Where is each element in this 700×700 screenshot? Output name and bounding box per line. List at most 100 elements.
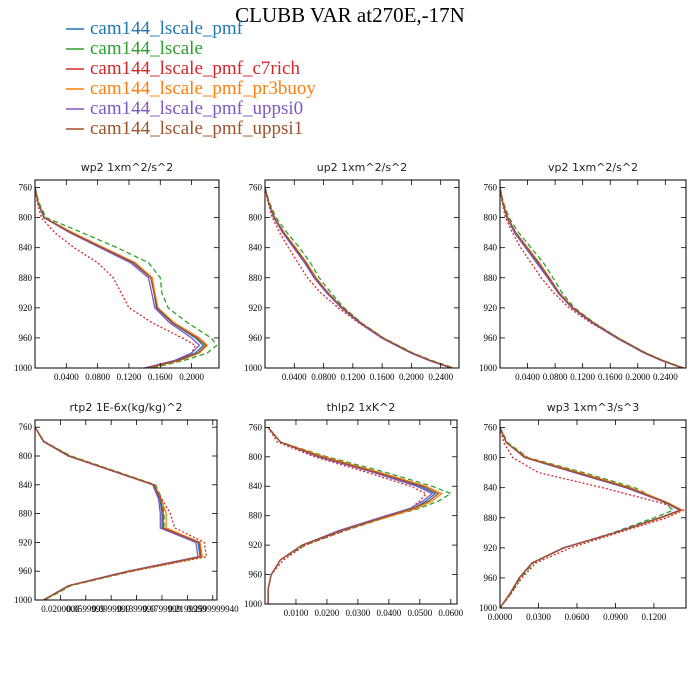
y-tick-label: 1000 [244,599,263,609]
y-tick-label: 840 [249,481,263,491]
series-line [265,187,452,368]
y-tick-label: 760 [19,422,33,432]
x-tick-label: 0.1200 [117,372,142,382]
y-tick-label: 880 [19,273,33,283]
series-line [265,187,452,368]
y-tick-label: 880 [249,511,263,521]
legend-entry: cam144_lscale_pmf_c7rich [90,58,300,79]
series-line [267,426,453,604]
x-tick-label: 0.0400 [376,608,401,618]
x-tick-label: 0.2000 [399,372,424,382]
y-tick-label: 880 [484,273,498,283]
x-tick-label: 0.2400 [653,372,678,382]
y-tick-label: 1000 [14,595,33,605]
series-line [35,187,209,368]
x-tick-label: 0.1600 [598,372,623,382]
series-line [500,187,683,368]
figure-title: CLUBB VAR at270E,-17N [235,3,465,27]
panel-title: thlp2 1xK^2 [327,401,396,414]
series-group [500,187,685,368]
series-line [267,426,443,604]
series-line [500,187,684,368]
y-tick-label: 960 [19,333,33,343]
series-line [265,187,455,368]
x-tick-label: 0.0400 [282,372,307,382]
x-tick-label: 0.0800 [311,372,336,382]
series-line [500,427,675,608]
plot-frame [264,179,460,369]
y-tick-label: 800 [249,452,263,462]
series-line [500,187,685,368]
legend-entry: cam144_lscale_pmf_uppsi1 [90,118,303,139]
y-tick-label: 920 [484,303,498,313]
y-tick-label: 920 [484,543,498,553]
x-tick-label: 0.2199999 [168,604,207,614]
y-tick-label: 800 [19,213,33,223]
y-tick-label: 880 [249,273,263,283]
series-group [35,426,208,600]
y-tick-label: 1000 [479,603,498,613]
chart-panel: thlp2 1xK^2 760 800 840 880 920 960 1000 0.0100 0… [244,401,464,618]
series-line [35,187,201,368]
plot-frame [499,179,687,369]
series-line [265,187,452,368]
series-line [35,187,218,368]
y-tick-label: 800 [19,451,33,461]
y-tick-label: 1000 [244,363,263,373]
plot-frame [499,419,687,609]
series-line [267,426,440,604]
series-group [35,187,218,368]
x-tick-label: 0.0400 [515,372,540,382]
y-tick-label: 840 [19,480,33,490]
panel-title: rtp2 1E-6x(kg/kg)^2 [70,401,183,414]
legend: cam144_lscale_pmfcam144_lscalecam144_lsc… [66,18,316,139]
series-line [500,187,684,368]
series-line [265,187,453,368]
series-line [35,187,207,368]
chart-panel: wp2 1xm^2/s^2 760 800 840 880 920 960 1000 0.040… [14,161,220,382]
chart-panels: wp2 1xm^2/s^2 760 800 840 880 920 960 1000 0.040… [14,161,687,622]
series-group [500,427,686,608]
chart-panel: up2 1xm^2/s^2 760 800 840 880 920 960 1000 0.040… [244,161,460,382]
x-tick-label: 0.0500 [407,608,432,618]
series-line [35,426,202,600]
x-tick-label: 0.0800 [543,372,568,382]
series-line [35,187,197,368]
y-tick-label: 880 [19,509,33,519]
y-tick-label: 840 [484,243,498,253]
plot-frame [264,419,458,605]
y-tick-label: 840 [249,243,263,253]
legend-entry: cam144_lscale_pmf_uppsi0 [90,98,303,119]
y-tick-label: 960 [484,333,498,343]
y-tick-label: 960 [484,573,498,583]
series-line [500,187,683,368]
y-tick-label: 760 [484,183,498,193]
y-tick-label: 800 [249,213,263,223]
y-tick-label: 840 [19,243,33,253]
chart-panel: vp2 1xm^2/s^2 760 800 840 880 920 960 1000 0.040… [479,161,687,382]
panel-title: vp2 1xm^2/s^2 [548,161,638,174]
y-tick-label: 880 [484,513,498,523]
plot-frame [34,419,218,601]
x-tick-label: 0.0999999 [92,604,131,614]
series-line [35,187,205,368]
y-tick-label: 800 [484,453,498,463]
x-tick-label: 0.0400 [54,372,79,382]
x-tick-label: 0.0599999 [67,604,106,614]
series-line [500,427,686,608]
legend-entry: cam144_lscale [90,38,203,59]
x-tick-label: 0.2000 [179,372,204,382]
panel-title: wp2 1xm^2/s^2 [81,161,174,174]
y-tick-label: 960 [249,570,263,580]
y-tick-label: 920 [19,303,33,313]
y-tick-label: 1000 [14,363,33,373]
y-tick-label: 760 [249,183,263,193]
panel-title: wp3 1xm^3/s^3 [547,401,640,414]
series-line [267,426,434,604]
x-tick-label: 0.0600 [565,612,590,622]
x-tick-label: 0.0300 [526,612,551,622]
x-tick-label: 0.1200 [340,372,365,382]
plot-frame [34,179,220,369]
series-line [267,426,437,604]
